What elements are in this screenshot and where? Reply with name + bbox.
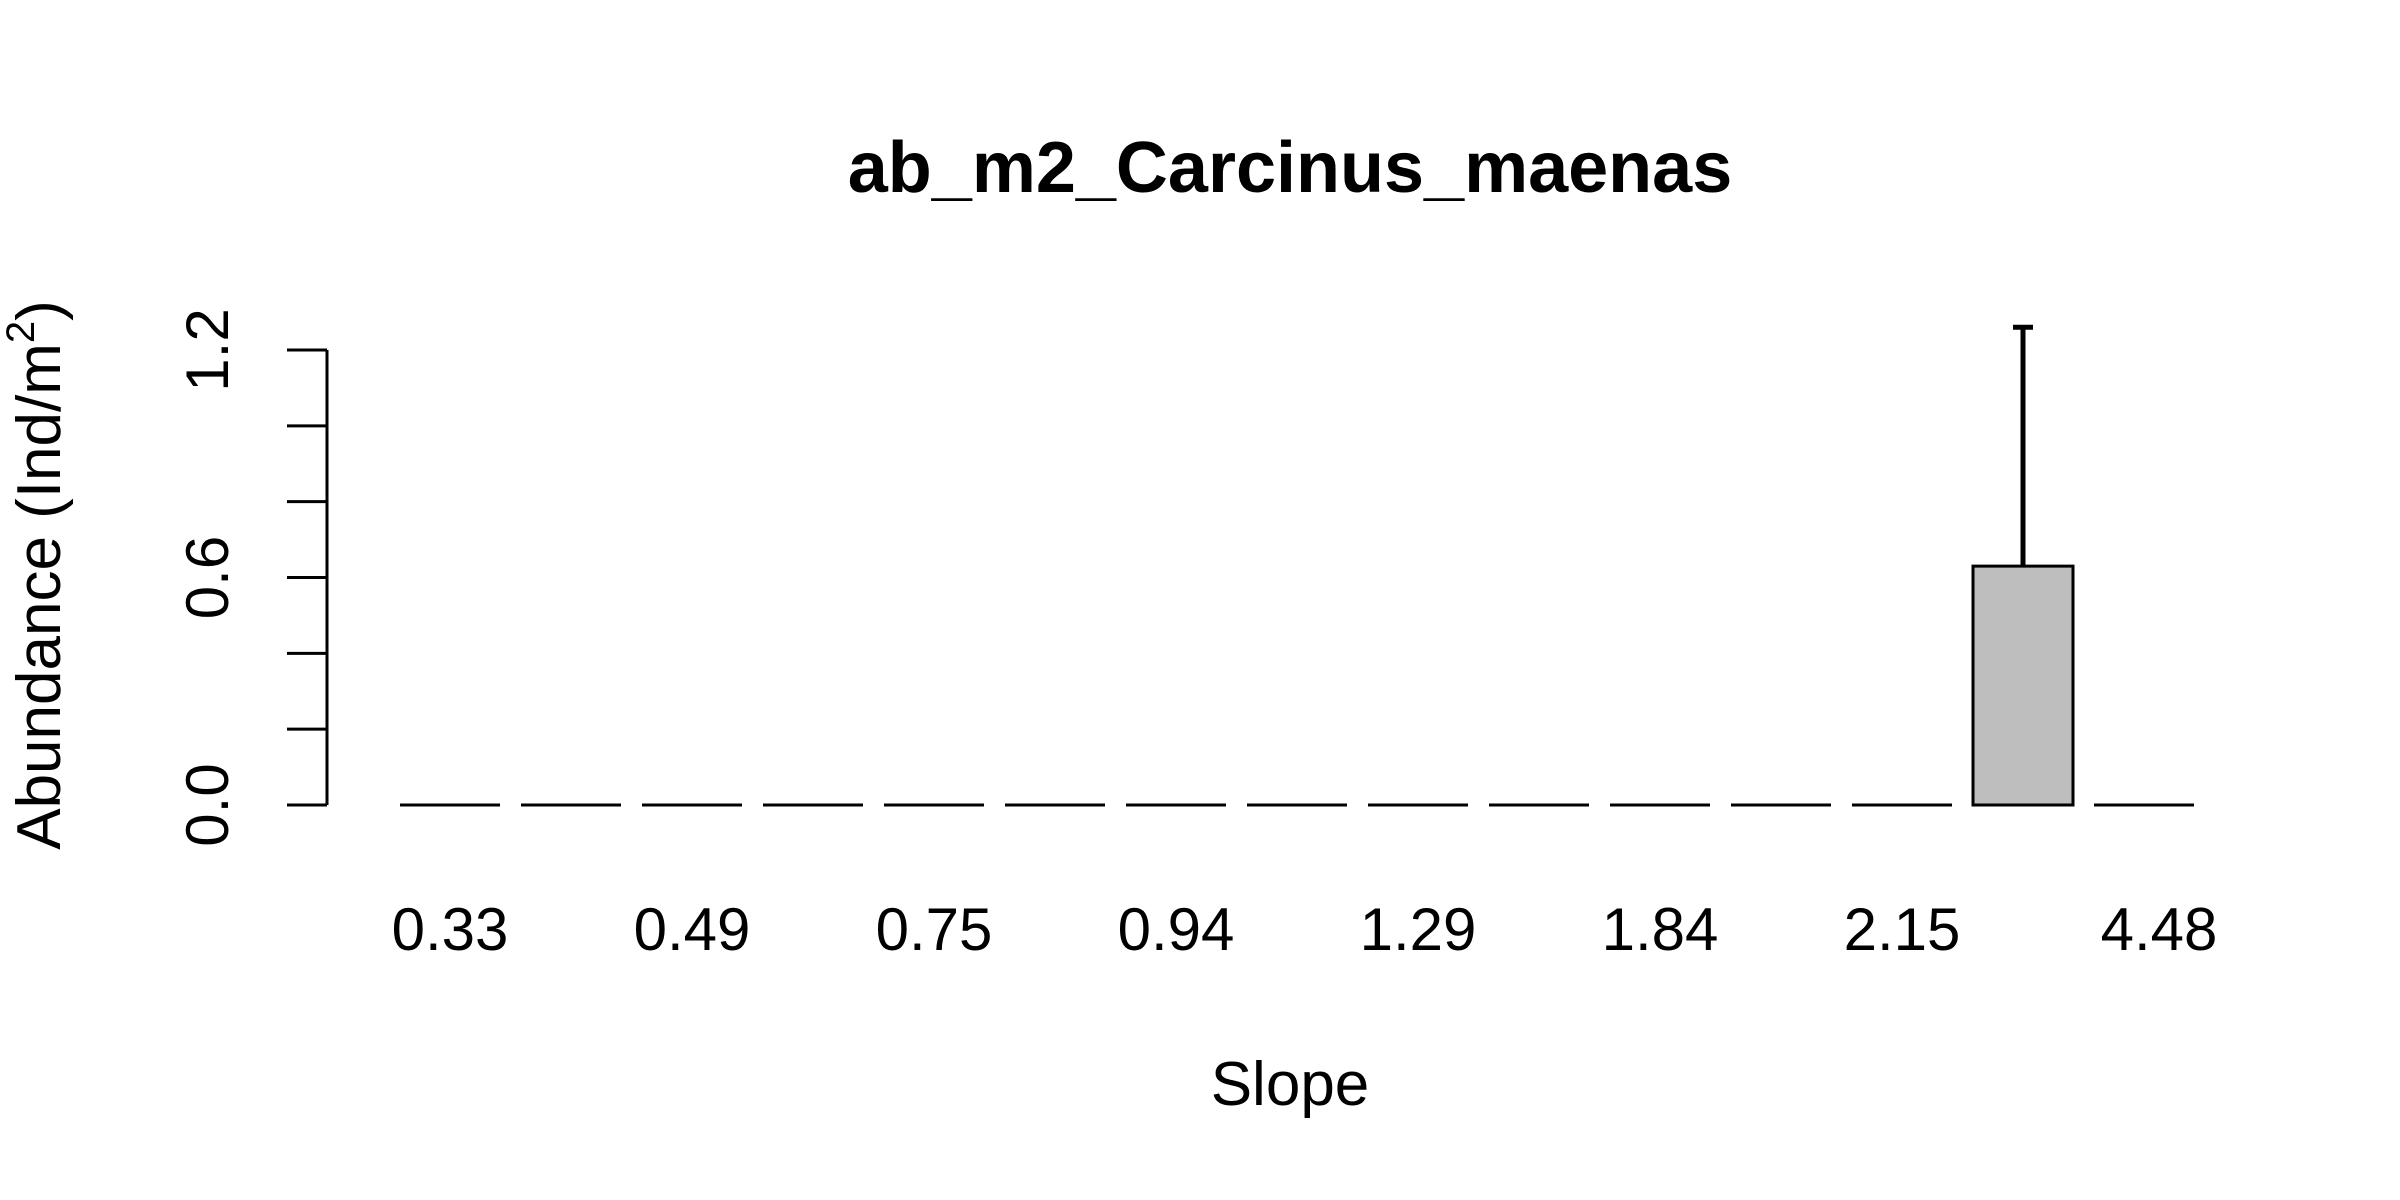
x-tick-label: 1.29 [1360, 896, 1477, 963]
y-tick-label: 0.0 [174, 763, 241, 846]
y-axis-label-main: Abundance (Ind/m [5, 343, 74, 850]
x-tick-label: 4.48 [2101, 896, 2218, 963]
x-tick-label: 0.33 [392, 896, 509, 963]
y-axis-label-suffix: ) [5, 300, 74, 321]
y-tick-label: 1.2 [174, 308, 241, 391]
y-axis-label: Abundance (Ind/m2) [0, 300, 74, 850]
x-tick-label: 0.94 [1118, 896, 1235, 963]
x-tick-labels: 0.33 0.49 0.75 0.94 1.29 1.84 2.15 4.48 [392, 896, 2218, 963]
y-axis-label-superscript: 2 [0, 321, 43, 343]
y-axis: 0.0 0.6 1.2 [174, 308, 329, 847]
y-tick-label: 0.6 [174, 536, 241, 619]
chart-title: ab_m2_Carcinus_maenas [848, 128, 1733, 208]
x-axis-label: Slope [1211, 1050, 1370, 1119]
x-tick-label: 0.75 [876, 896, 993, 963]
bars-group [400, 324, 2194, 807]
x-tick-label: 0.49 [634, 896, 751, 963]
x-tick-label: 2.15 [1844, 896, 1961, 963]
x-tick-label: 1.84 [1602, 896, 1719, 963]
bar [1971, 564, 2075, 807]
